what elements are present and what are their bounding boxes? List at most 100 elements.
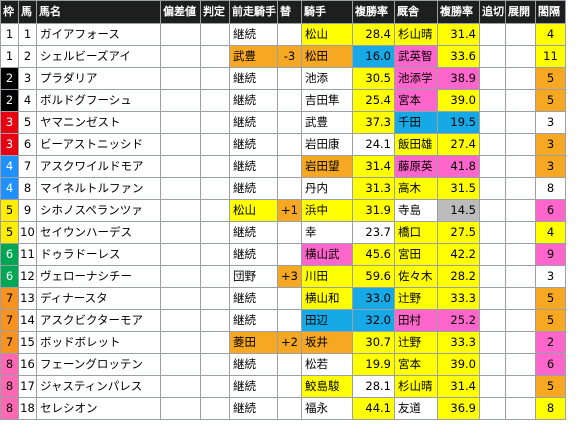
col-trainer-rate[interactable]: 複勝率 bbox=[437, 0, 480, 24]
col-umaban[interactable]: 馬 bbox=[18, 0, 37, 24]
waku-cell: 3 bbox=[0, 133, 19, 156]
horse-name-cell: シェルビーズアイ bbox=[36, 45, 161, 68]
table-row[interactable]: 8 17 ジャスティンパレス 継続 鮫島駿 28.1 杉山晴 31.4 5 bbox=[0, 375, 566, 398]
change-cell bbox=[277, 89, 302, 112]
interval-cell: 8 bbox=[535, 177, 566, 200]
pace-cell bbox=[505, 67, 536, 90]
table-row[interactable]: 3 6 ビーアストニッシド 継続 岩田康 24.1 飯田雄 27.4 3 bbox=[0, 133, 566, 156]
judgement-cell bbox=[200, 309, 230, 332]
trainer-rate-cell: 33.3 bbox=[437, 331, 480, 354]
umaban-cell: 14 bbox=[18, 309, 37, 332]
trainer-rate-cell: 38.9 bbox=[437, 67, 480, 90]
change-cell bbox=[277, 397, 302, 420]
waku-cell: 4 bbox=[0, 155, 19, 178]
trainer-cell: 宮本 bbox=[394, 89, 438, 112]
workout-cell bbox=[479, 155, 506, 178]
trainer-cell: 佐々木 bbox=[394, 265, 438, 288]
table-row[interactable]: 2 3 プラダリア 継続 池添 30.5 池添学 38.9 5 bbox=[0, 67, 566, 90]
waku-cell: 1 bbox=[0, 23, 19, 46]
table-row[interactable]: 3 5 ヤマニンゼスト 継続 武豊 37.3 千田 19.5 3 bbox=[0, 111, 566, 134]
col-interval[interactable]: 閤隔 bbox=[535, 0, 566, 24]
col-pace[interactable]: 展開 bbox=[505, 0, 536, 24]
interval-cell: 6 bbox=[535, 199, 566, 222]
deviation-cell bbox=[160, 67, 201, 90]
table-row[interactable]: 7 14 アスクビクターモア 継続 田辺 32.0 田村 25.2 5 bbox=[0, 309, 566, 332]
prev-jockey-cell: 継続 bbox=[229, 67, 278, 90]
pace-cell bbox=[505, 353, 536, 376]
trainer-cell: 田村 bbox=[394, 309, 438, 332]
judgement-cell bbox=[200, 265, 230, 288]
pace-cell bbox=[505, 375, 536, 398]
jockey-cell: 吉田隼 bbox=[301, 89, 353, 112]
jockey-cell: 坂井 bbox=[301, 331, 353, 354]
jockey-cell: 松田 bbox=[301, 45, 353, 68]
trainer-cell: 高木 bbox=[394, 177, 438, 200]
col-jockey[interactable]: 騎手 bbox=[301, 0, 353, 24]
table-row[interactable]: 1 1 ガイアフォース 継続 松山 28.4 杉山晴 31.4 4 bbox=[0, 23, 566, 46]
waku-cell: 5 bbox=[0, 221, 19, 244]
table-row[interactable]: 2 4 ボルドグフーシュ 継続 吉田隼 25.4 宮本 39.0 5 bbox=[0, 89, 566, 112]
table-row[interactable]: 1 2 シェルビーズアイ 武豊 -3 松田 16.0 武英智 33.6 11 bbox=[0, 45, 566, 68]
col-jockey-rate[interactable]: 複勝率 bbox=[352, 0, 395, 24]
trainer-rate-cell: 33.3 bbox=[437, 287, 480, 310]
prev-jockey-cell: 団野 bbox=[229, 265, 278, 288]
waku-cell: 6 bbox=[0, 243, 19, 266]
workout-cell bbox=[479, 397, 506, 420]
table-row[interactable]: 5 10 セイウンハーデス 継続幸 23.7 橋口 27.5 4 bbox=[0, 221, 566, 244]
table-row[interactable]: 4 7 アスクワイルドモア 継続 岩田望 31.4 藤原英 41.8 3 bbox=[0, 155, 566, 178]
deviation-cell bbox=[160, 177, 201, 200]
umaban-cell: 9 bbox=[18, 199, 37, 222]
col-change[interactable]: 替 bbox=[277, 0, 302, 24]
table-row[interactable]: 6 12 ヴェローナシチー 団野 +3 川田 59.6 佐々木 28.2 3 bbox=[0, 265, 566, 288]
judgement-cell bbox=[200, 221, 230, 244]
jockey-cell: 横山和 bbox=[301, 287, 353, 310]
trainer-cell: 宮田 bbox=[394, 243, 438, 266]
deviation-cell bbox=[160, 375, 201, 398]
judgement-cell bbox=[200, 155, 230, 178]
pace-cell bbox=[505, 331, 536, 354]
jockey-cell: 池添 bbox=[301, 67, 353, 90]
deviation-cell bbox=[160, 23, 201, 46]
table-row[interactable]: 8 16 フェーングロッテン 継続 松若 19.9 宮本 39.0 6 bbox=[0, 353, 566, 376]
col-prev-jockey[interactable]: 前走騎手 bbox=[229, 0, 278, 24]
jockey-cell: 松若 bbox=[301, 353, 353, 376]
jockey-rate-cell: 45.6 bbox=[352, 243, 395, 266]
table-row[interactable]: 4 8 マイネルトルファン 継続 丹内 31.3 高木 31.5 8 bbox=[0, 177, 566, 200]
judgement-cell bbox=[200, 45, 230, 68]
jockey-cell: 幸 bbox=[301, 221, 353, 244]
waku-cell: 8 bbox=[0, 353, 19, 376]
prev-jockey-cell: 継続 bbox=[229, 23, 278, 46]
col-waku[interactable]: 枠 bbox=[0, 0, 19, 24]
judgement-cell bbox=[200, 331, 230, 354]
trainer-cell: 寺島 bbox=[394, 199, 438, 222]
jockey-rate-cell: 16.0 bbox=[352, 45, 395, 68]
jockey-rate-cell: 44.1 bbox=[352, 397, 395, 420]
prev-jockey-cell: 継続 bbox=[229, 155, 278, 178]
table-row[interactable]: 6 11 ドゥラドーレス 継続 横山武 45.6 宮田 42.2 9 bbox=[0, 243, 566, 266]
umaban-cell: 6 bbox=[18, 133, 37, 156]
prev-jockey-cell: 継続 bbox=[229, 177, 278, 200]
deviation-cell bbox=[160, 133, 201, 156]
table-row[interactable]: 5 9 シホノスペランツァ 松山 +1 浜中 31.9 寺島 14.5 6 bbox=[0, 199, 566, 222]
table-row[interactable]: 7 13 ディナースタ 継続 横山和 33.0 辻野 33.3 5 bbox=[0, 287, 566, 310]
workout-cell bbox=[479, 221, 506, 244]
change-cell bbox=[277, 221, 302, 244]
judgement-cell bbox=[200, 67, 230, 90]
trainer-cell: 辻野 bbox=[394, 287, 438, 310]
col-deviation[interactable]: 偏差値 bbox=[160, 0, 201, 24]
deviation-cell bbox=[160, 309, 201, 332]
table-row[interactable]: 8 18 セレシオン 継続 福永 44.1 友道 36.9 8 bbox=[0, 397, 566, 420]
col-trainer[interactable]: 厩舎 bbox=[394, 0, 438, 24]
table-row[interactable]: 7 15 ボッドボレット 菱田 +2 坂井 30.7 辻野 33.3 2 bbox=[0, 331, 566, 354]
jockey-rate-cell: 59.6 bbox=[352, 265, 395, 288]
jockey-cell: 田辺 bbox=[301, 309, 353, 332]
col-judgement[interactable]: 判定 bbox=[200, 0, 230, 24]
change-cell bbox=[277, 67, 302, 90]
umaban-cell: 8 bbox=[18, 177, 37, 200]
col-workout[interactable]: 追切 bbox=[479, 0, 506, 24]
trainer-cell: 宮本 bbox=[394, 353, 438, 376]
waku-cell: 2 bbox=[0, 89, 19, 112]
col-horse-name[interactable]: 馬名 bbox=[36, 0, 161, 24]
jockey-cell: 丹内 bbox=[301, 177, 353, 200]
interval-cell: 3 bbox=[535, 155, 566, 178]
